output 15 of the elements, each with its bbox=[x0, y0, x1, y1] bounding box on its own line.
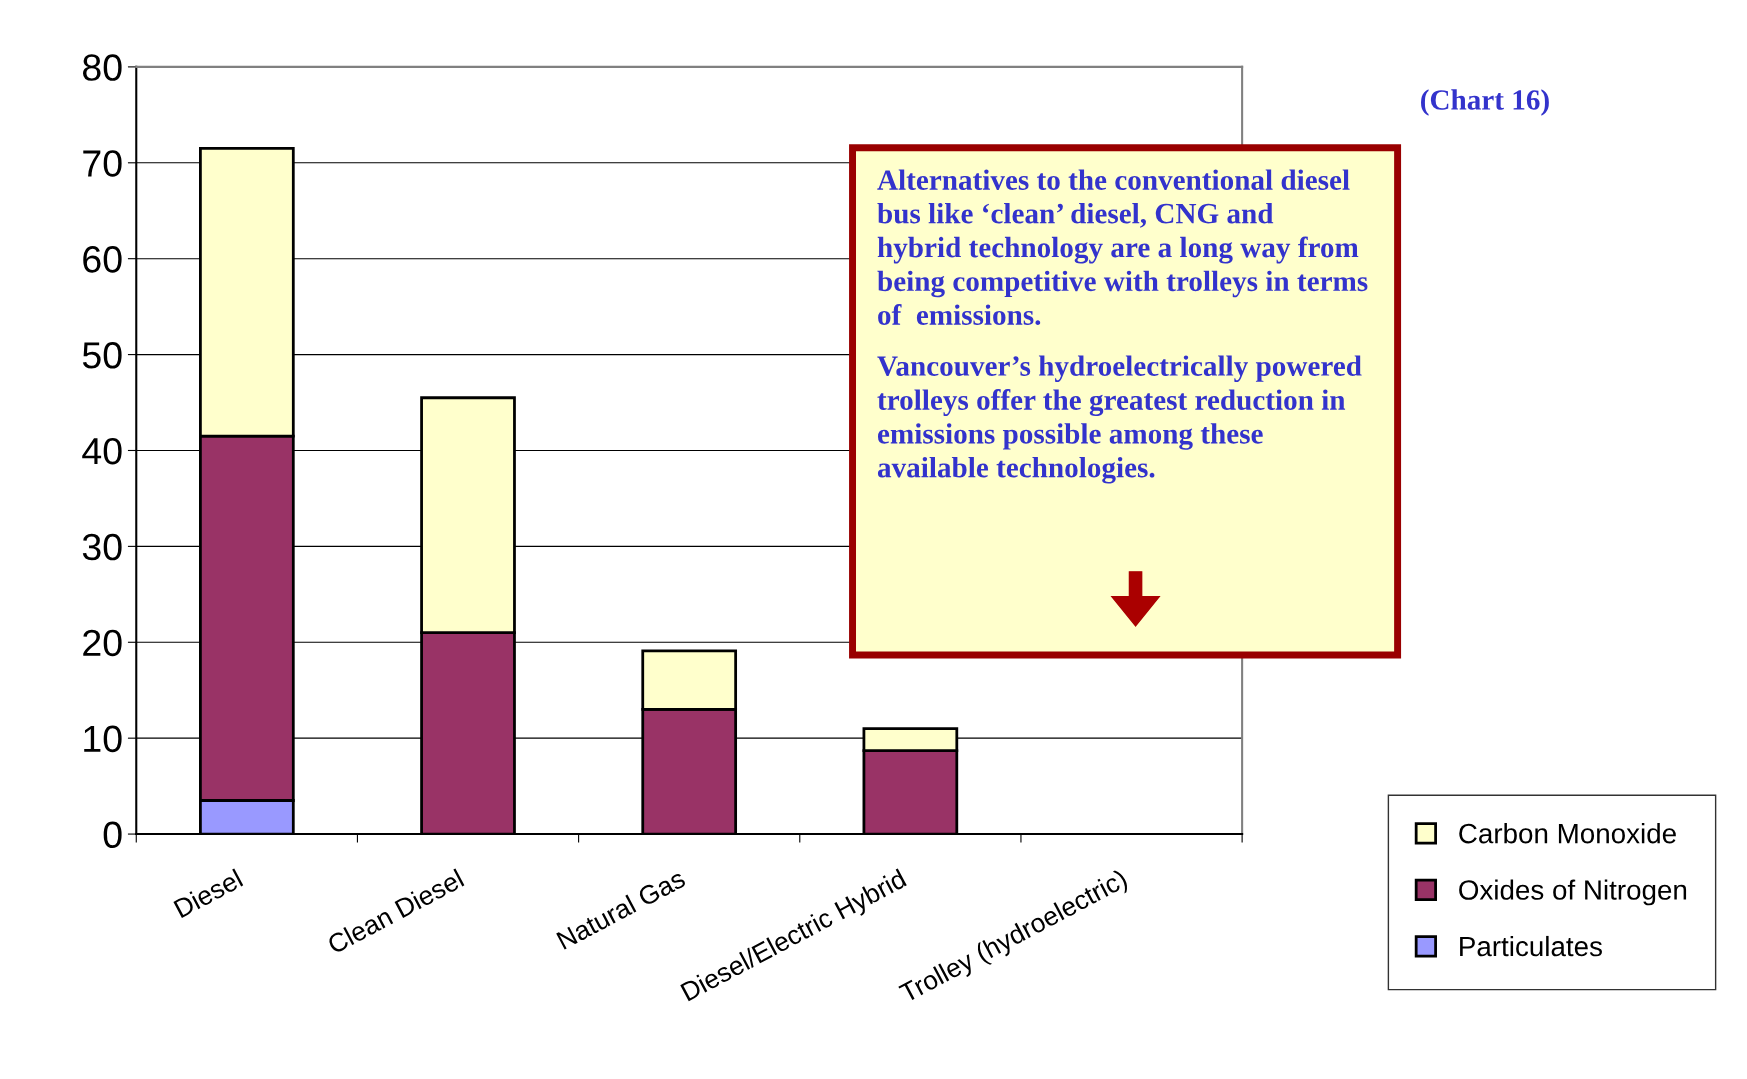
legend-label: Carbon Monoxide bbox=[1459, 823, 1676, 844]
annotation: Alternatives to the conventional diesel bus like ‘clean’ diesel, CNG and hybrid technology are a long way from being competitive with trolleys in terms of emissions. bbox=[877, 169, 1368, 326]
text: (Chart 16) bbox=[1421, 89, 1549, 116]
y-tick-label: 80 bbox=[82, 54, 122, 81]
annotation: Vancouver’s hydroelectrically powered trolleys offer the greatest reduction in emissions possible among these available technologies. bbox=[877, 355, 1362, 484]
y-tick-label: 0 bbox=[103, 821, 122, 849]
y-tick-label: 10 bbox=[84, 725, 122, 753]
legend-label: Oxides of Nitrogen bbox=[1459, 879, 1687, 906]
y-tick-label: 20 bbox=[83, 629, 122, 657]
legend-label: Particulates bbox=[1460, 935, 1602, 957]
y-tick-label: 30 bbox=[82, 533, 122, 561]
y-tick-label: 60 bbox=[83, 246, 122, 273]
y-tick-label: 50 bbox=[82, 341, 122, 369]
y-tick-label: 40 bbox=[82, 437, 122, 465]
y-tick-label: 70 bbox=[83, 150, 122, 177]
